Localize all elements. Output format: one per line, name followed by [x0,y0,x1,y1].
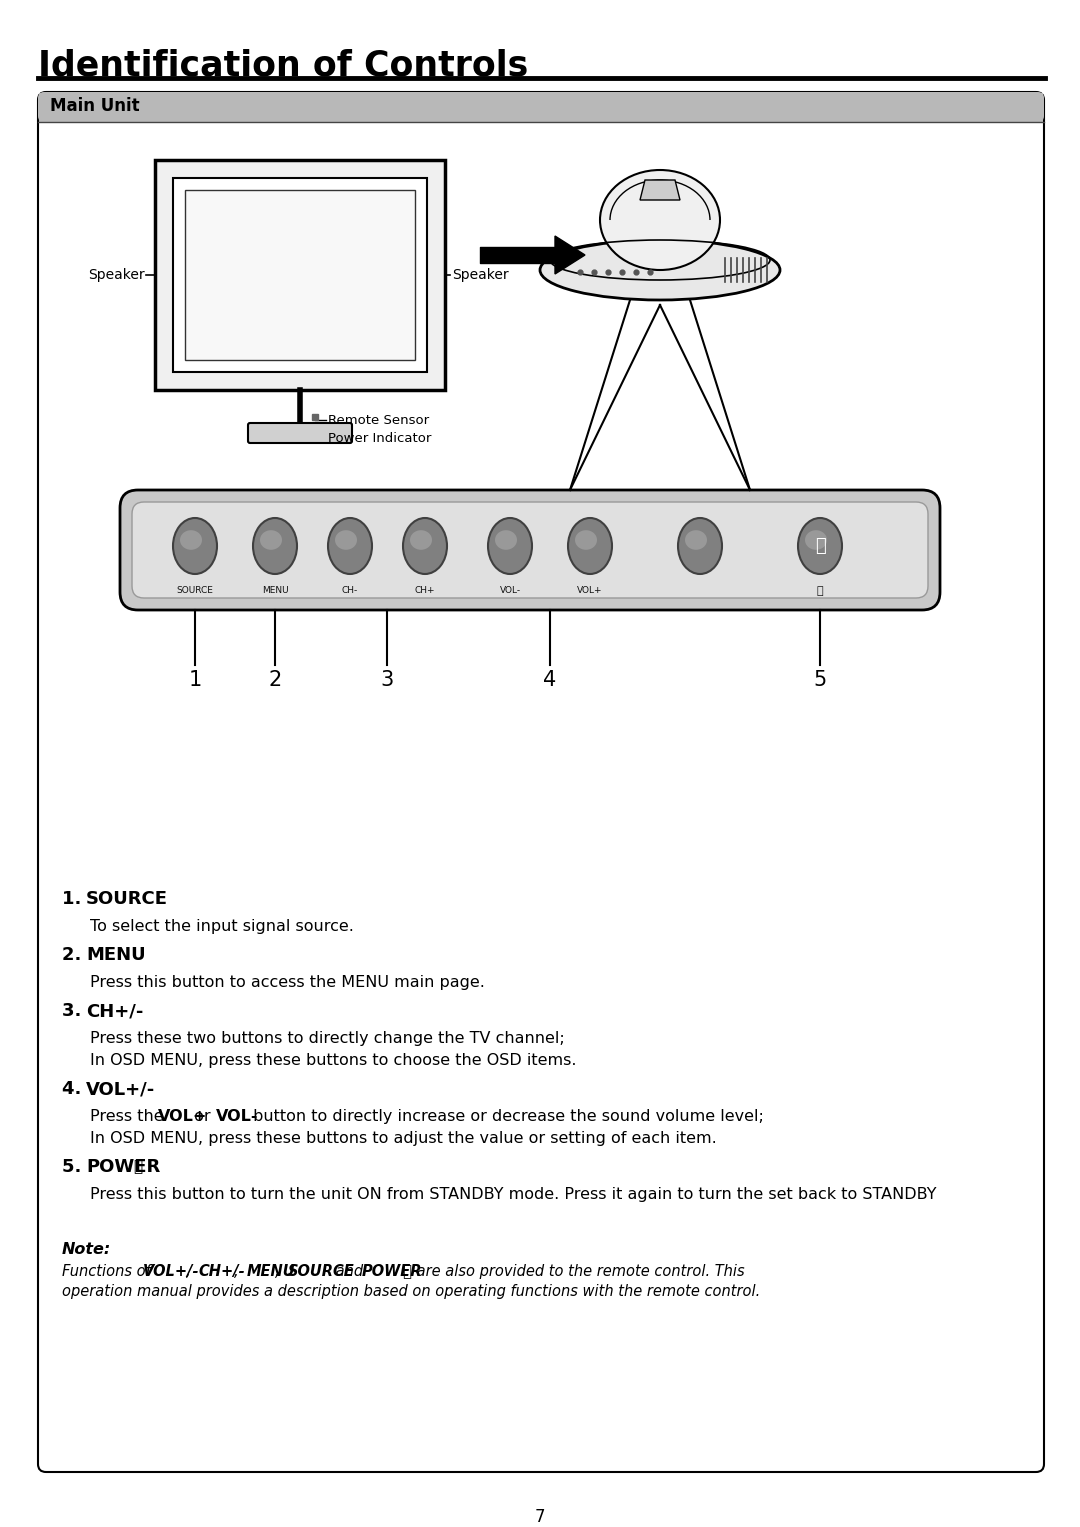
Polygon shape [173,179,427,373]
Text: POWER: POWER [362,1264,422,1280]
Text: Press the: Press the [90,1109,168,1124]
Text: 7: 7 [535,1509,545,1525]
Ellipse shape [488,518,532,574]
Text: Main Unit: Main Unit [50,98,139,115]
Ellipse shape [600,169,720,270]
Text: ,: , [186,1264,195,1280]
Text: VOL+/-: VOL+/- [143,1264,199,1280]
Text: VOL+/-: VOL+/- [86,1080,156,1098]
Text: 4.: 4. [62,1080,87,1098]
Text: 2.: 2. [62,947,87,964]
Text: SOURCE: SOURCE [176,586,214,596]
Text: POWER: POWER [86,1157,160,1176]
Polygon shape [185,189,415,360]
Text: 3: 3 [380,670,393,690]
Ellipse shape [495,530,517,550]
FancyBboxPatch shape [248,423,352,443]
Text: ⏻: ⏻ [399,1264,411,1280]
Text: 2: 2 [268,670,282,690]
Text: ,: , [234,1264,243,1280]
Ellipse shape [260,530,282,550]
Text: VOL+: VOL+ [577,586,603,596]
Ellipse shape [180,530,202,550]
Text: 3.: 3. [62,1002,87,1020]
FancyBboxPatch shape [120,490,940,609]
Text: ⏻: ⏻ [814,538,825,554]
Ellipse shape [685,530,707,550]
Ellipse shape [328,518,372,574]
Ellipse shape [798,518,842,574]
Text: MENU: MENU [261,586,288,596]
Text: SOURCE: SOURCE [86,890,168,909]
Text: VOL-: VOL- [499,586,521,596]
Text: 5.: 5. [62,1157,87,1176]
Text: CH+/-: CH+/- [199,1264,245,1280]
Text: are also provided to the remote control. This: are also provided to the remote control.… [413,1264,745,1280]
Text: CH+: CH+ [415,586,435,596]
Text: VOL+: VOL+ [158,1109,207,1124]
Polygon shape [555,237,585,273]
Text: Functions of: Functions of [62,1264,156,1280]
FancyBboxPatch shape [38,92,1044,1472]
Ellipse shape [173,518,217,574]
Ellipse shape [410,530,432,550]
Text: MENU: MENU [86,947,146,964]
Text: Remote Sensor: Remote Sensor [328,414,429,426]
Text: ⏻: ⏻ [134,1159,143,1174]
Polygon shape [640,180,680,200]
Ellipse shape [335,530,357,550]
Ellipse shape [403,518,447,574]
Text: CH-: CH- [342,586,359,596]
Text: In OSD MENU, press these buttons to adjust the value or setting of each item.: In OSD MENU, press these buttons to adju… [90,1132,717,1145]
Text: Speaker: Speaker [89,269,145,282]
FancyBboxPatch shape [38,92,1044,122]
Ellipse shape [540,240,780,299]
Text: In OSD MENU, press these buttons to choose the OSD items.: In OSD MENU, press these buttons to choo… [90,1054,577,1067]
Text: Power Indicator: Power Indicator [328,432,431,444]
Text: 1: 1 [188,670,202,690]
Polygon shape [39,93,1043,122]
Text: Identification of Controls: Identification of Controls [38,47,528,82]
Text: Note:: Note: [62,1241,111,1257]
Text: ,: , [275,1264,285,1280]
Text: MENU: MENU [246,1264,295,1280]
Polygon shape [156,160,445,389]
Text: Press this button to access the MENU main page.: Press this button to access the MENU mai… [90,976,485,989]
Text: CH+/-: CH+/- [86,1002,144,1020]
Text: To select the input signal source.: To select the input signal source. [90,919,354,935]
Ellipse shape [253,518,297,574]
Text: SOURCE: SOURCE [287,1264,354,1280]
Text: 5: 5 [813,670,826,690]
Ellipse shape [568,518,612,574]
Text: operation manual provides a description based on operating functions with the re: operation manual provides a description … [62,1284,760,1299]
Text: Speaker: Speaker [453,269,509,282]
Ellipse shape [678,518,723,574]
Text: button to directly increase or decrease the sound volume level;: button to directly increase or decrease … [247,1109,764,1124]
Text: Press this button to turn the unit ON from STANDBY mode. Press it again to turn : Press this button to turn the unit ON fr… [90,1186,936,1202]
Text: 1.: 1. [62,890,87,909]
Text: or: or [189,1109,216,1124]
Text: Press these two buttons to directly change the TV channel;: Press these two buttons to directly chan… [90,1031,565,1046]
Text: 4: 4 [543,670,556,690]
Text: VOL-: VOL- [216,1109,259,1124]
Text: ⏻: ⏻ [816,586,823,596]
Ellipse shape [575,530,597,550]
Text: and: and [330,1264,368,1280]
Ellipse shape [805,530,827,550]
FancyBboxPatch shape [132,502,928,599]
